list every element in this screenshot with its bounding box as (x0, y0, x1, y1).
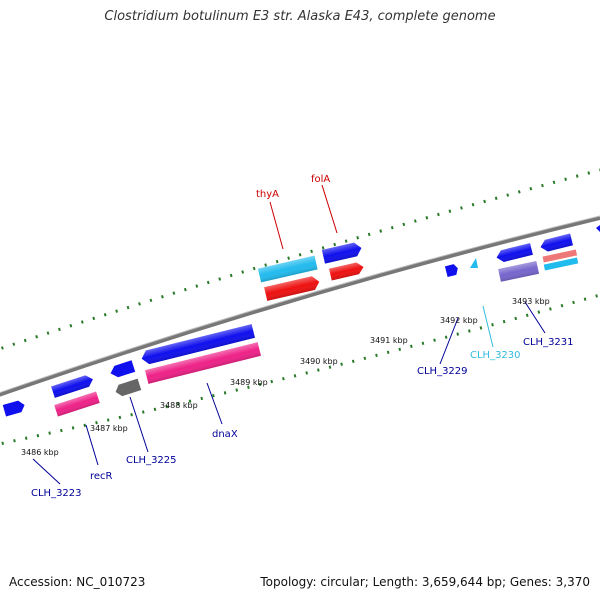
map-title: Clostridium botulinum E3 str. Alaska E43… (104, 9, 496, 24)
kbp-label: 3489 kbp (230, 378, 268, 387)
genome-summary-text: Topology: circular; Length: 3,659,644 bp… (260, 575, 590, 589)
gene-recR-top[interactable] (51, 373, 95, 398)
gene-thyA[interactable] (257, 255, 318, 283)
kbp-label: 3490 kbp (300, 357, 338, 366)
gene-CLH_3230[interactable] (470, 258, 478, 268)
gene-CLH_3229[interactable] (444, 263, 459, 278)
gene-dnaX-magenta[interactable] (145, 342, 261, 384)
gene-dnaX-top[interactable] (140, 324, 255, 365)
gene-right-salmon[interactable] (542, 249, 578, 263)
gene-folA[interactable] (321, 241, 363, 264)
label-leader-lines (32, 184, 546, 485)
gene-recR-magenta[interactable] (54, 391, 100, 417)
gene-label-CLH_3230[interactable]: CLH_3230 (470, 350, 521, 361)
gene-CLH_3223[interactable] (2, 399, 26, 417)
gene-thyA-red[interactable] (264, 275, 321, 301)
gene-label-recR[interactable]: recR (90, 471, 113, 482)
kbp-label: 3487 kbp (90, 424, 128, 433)
kbp-label: 3486 kbp (21, 448, 59, 457)
gene-label-CLH_3225[interactable]: CLH_3225 (126, 455, 177, 466)
kbp-scale-labels: 3486 kbp 3487 kbp 3488 kbp 3489 kbp 3490… (21, 297, 550, 457)
gene-name-labels: thyA folA CLH_3223 recR CLH_3225 dnaX CL… (31, 174, 574, 499)
gene-CLH_3225-gray[interactable] (114, 378, 142, 398)
gene-CLH_3225-top[interactable] (109, 360, 136, 379)
gene-label-thyA[interactable]: thyA (256, 189, 279, 200)
inner-scale-ring (0, 293, 600, 446)
gene-right-blue[interactable] (539, 233, 574, 253)
gene-folA-red[interactable] (329, 261, 365, 281)
gene-edge-blue[interactable] (596, 222, 600, 236)
gene-label-CLH_3223[interactable]: CLH_3223 (31, 488, 82, 499)
gene-CLH_3231-purple[interactable] (498, 260, 540, 282)
gene-label-CLH_3231[interactable]: CLH_3231 (523, 337, 574, 348)
kbp-label: 3492 kbp (440, 316, 478, 325)
forward-strand-genes (2, 222, 600, 417)
accession-text: Accession: NC_010723 (9, 575, 146, 589)
gene-right-cyan[interactable] (543, 257, 579, 271)
gene-label-folA[interactable]: folA (311, 174, 330, 185)
gene-label-dnaX[interactable]: dnaX (212, 429, 238, 440)
kbp-label: 3491 kbp (370, 336, 408, 345)
reverse-strand-genes (54, 249, 579, 417)
kbp-label: 3493 kbp (512, 297, 550, 306)
kbp-label: 3488 kbp (160, 401, 198, 410)
genome-backbone (0, 215, 600, 397)
gene-CLH_3231-top[interactable] (495, 243, 533, 263)
gene-label-CLH_3229[interactable]: CLH_3229 (417, 366, 468, 377)
